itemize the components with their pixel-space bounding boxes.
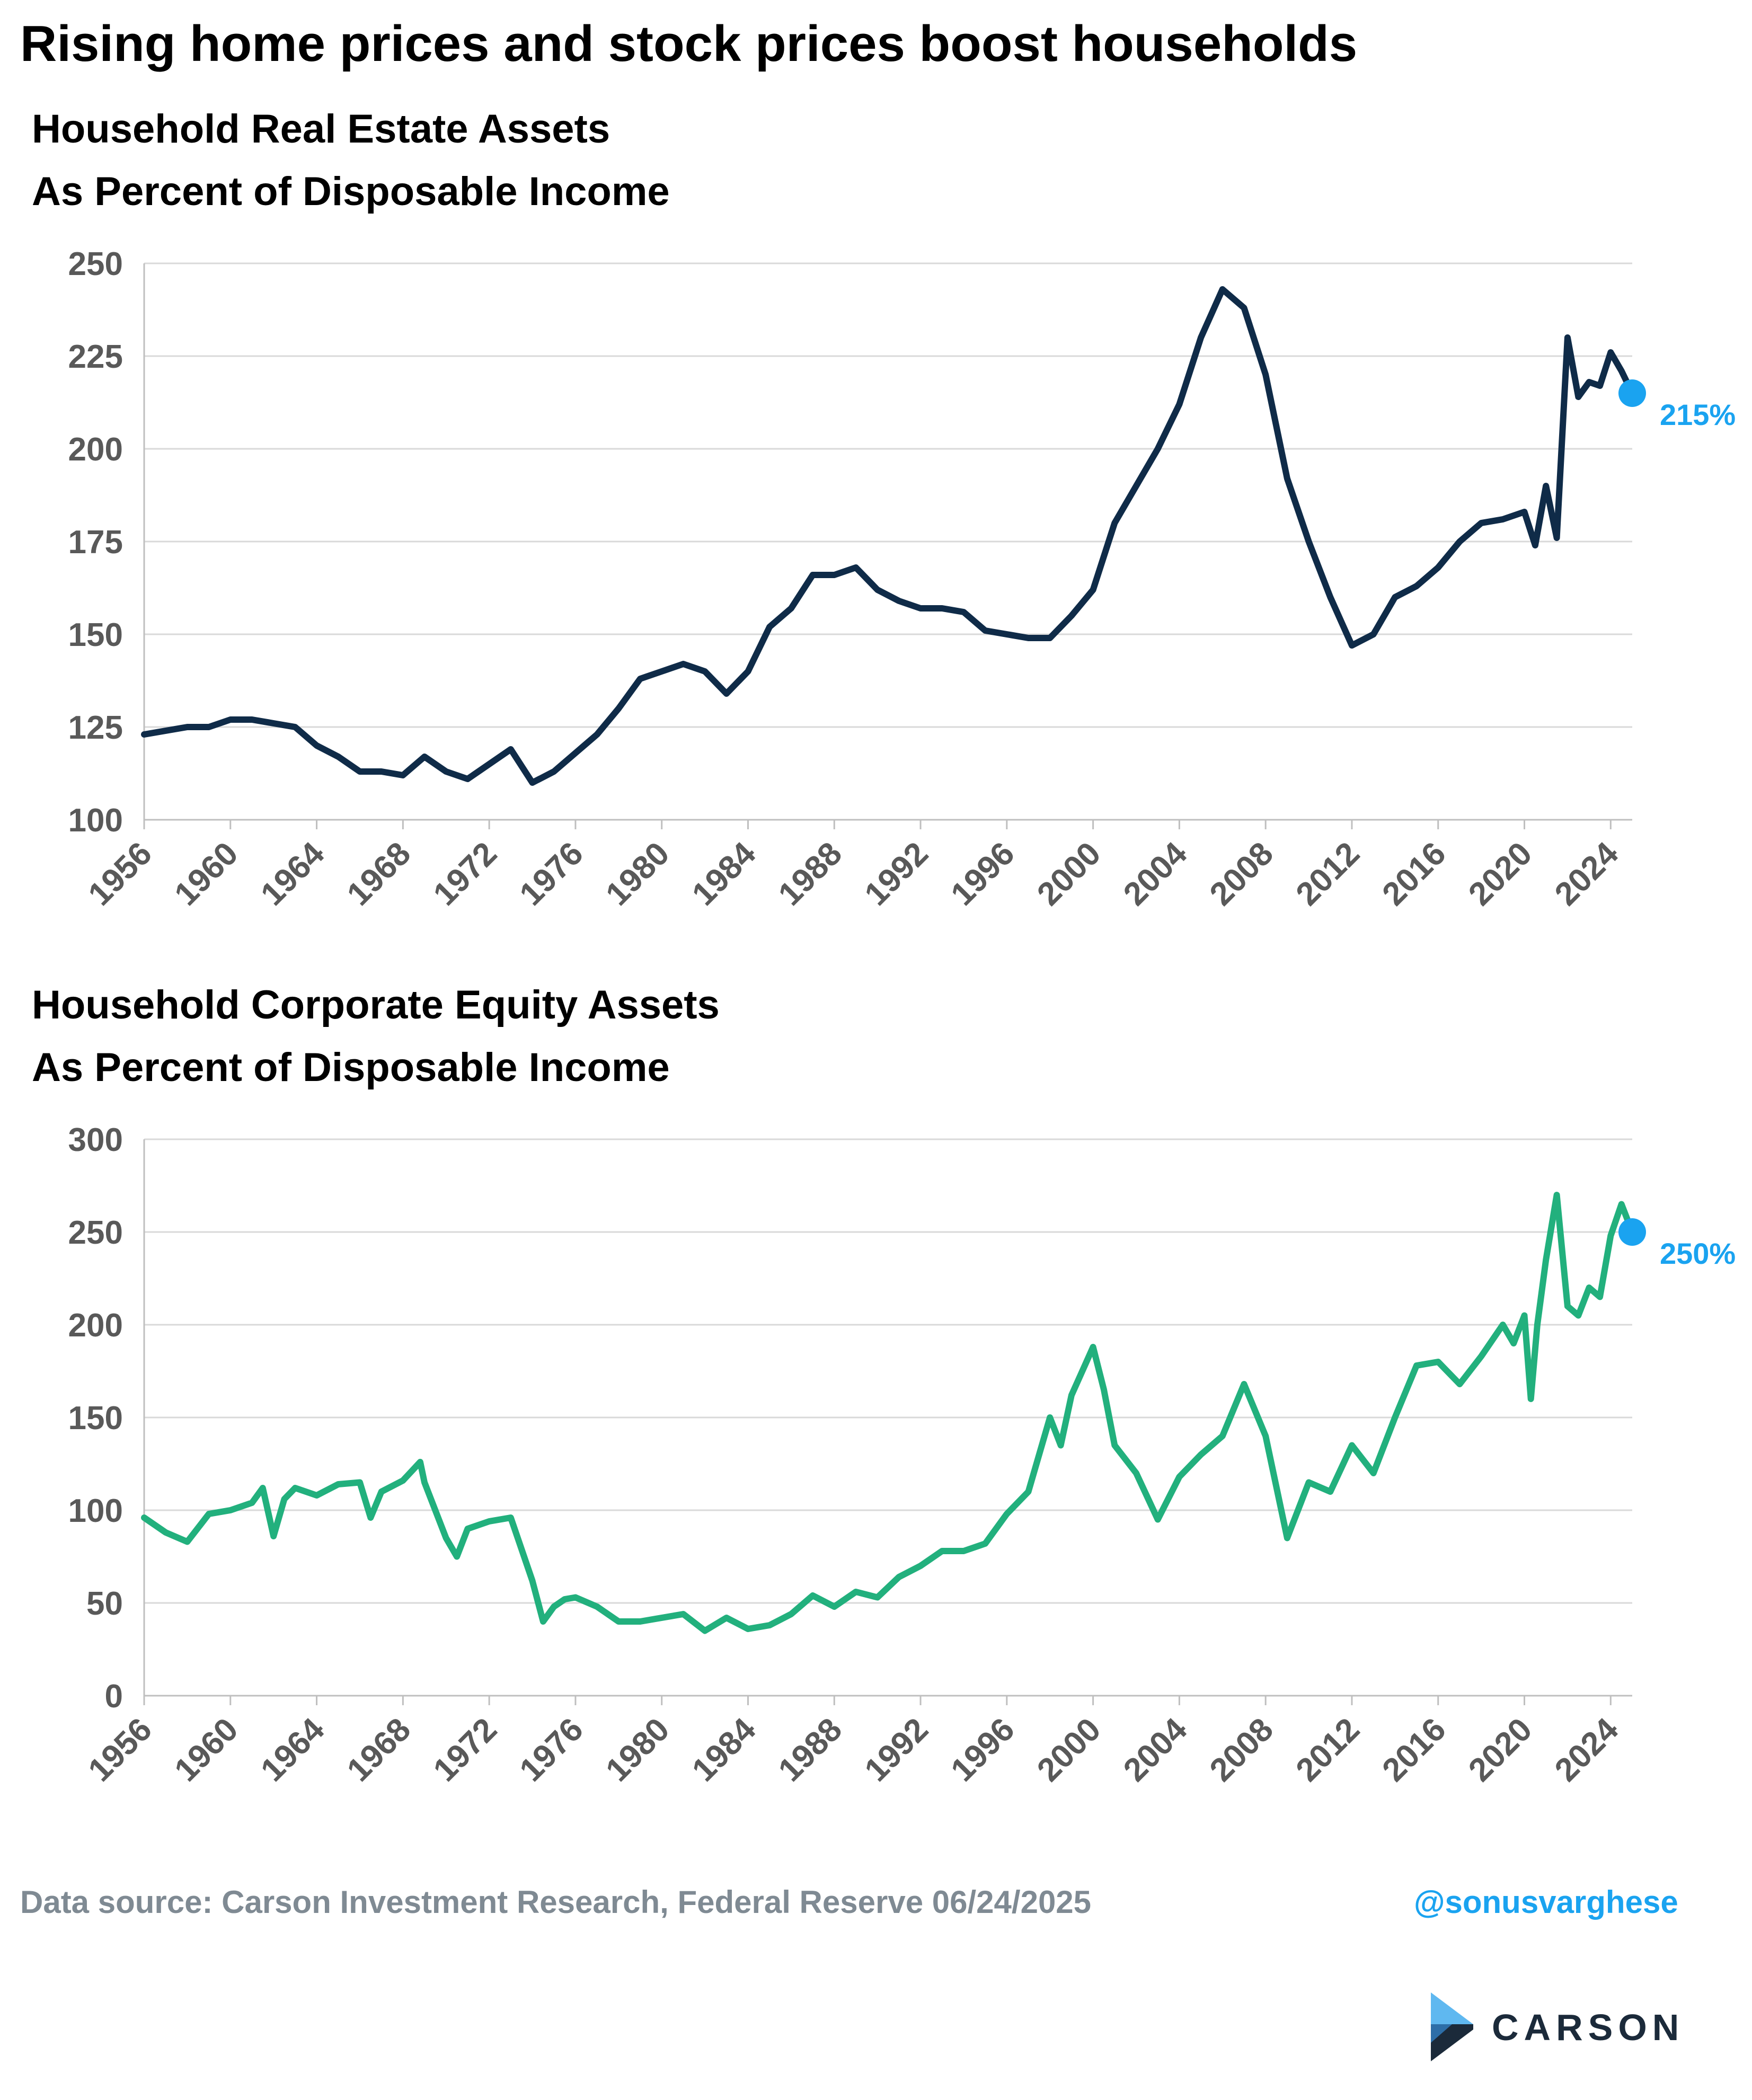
x-tick-label: 1988 <box>772 1711 849 1788</box>
y-tick-label: 150 <box>68 617 123 653</box>
x-tick-label: 2024 <box>1548 1711 1626 1789</box>
end-point-marker <box>1618 1218 1646 1246</box>
x-tick-label: 2004 <box>1117 1711 1194 1789</box>
y-tick-label: 300 <box>68 1122 123 1158</box>
y-tick-label: 250 <box>68 246 123 282</box>
carson-logo-text: CARSON <box>1492 2007 1685 2048</box>
end-value-label: 215% <box>1660 398 1736 431</box>
end-value-label: 250% <box>1660 1237 1736 1270</box>
chart2-title-block: Household Corporate Equity Assets As Per… <box>32 974 720 1099</box>
y-tick-label: 200 <box>68 1307 123 1344</box>
y-tick-label: 250 <box>68 1215 123 1251</box>
x-tick-label: 2016 <box>1375 1711 1453 1788</box>
y-tick-label: 0 <box>105 1678 123 1715</box>
x-tick-label: 1980 <box>599 1711 676 1788</box>
x-tick-label: 1956 <box>82 1711 159 1788</box>
x-tick-label: 1968 <box>340 1711 418 1788</box>
y-tick-label: 175 <box>68 524 123 561</box>
data-source: Data source: Carson Investment Research,… <box>20 1884 1092 1920</box>
chart1-title-block: Household Real Estate Assets As Percent … <box>32 98 670 223</box>
y-tick-label: 50 <box>86 1585 123 1622</box>
page-title: Rising home prices and stock prices boos… <box>20 15 1358 72</box>
chart1-subtitle: As Percent of Disposable Income <box>32 169 670 214</box>
x-tick-label: 1992 <box>858 1711 935 1788</box>
end-point-marker <box>1618 379 1646 407</box>
carson-logo: CARSON <box>1431 1992 1706 2061</box>
x-tick-label: 1972 <box>427 1711 504 1788</box>
series-line <box>141 286 1635 786</box>
x-tick-label: 2000 <box>1030 1711 1108 1788</box>
x-tick-label: 1976 <box>512 1711 590 1788</box>
y-tick-label: 125 <box>68 710 123 746</box>
carson-logo-icon <box>1431 1992 1473 2061</box>
x-tick-label: 1984 <box>685 1711 763 1789</box>
chart2-subtitle: As Percent of Disposable Income <box>32 1045 670 1090</box>
x-tick-label: 2012 <box>1289 1711 1367 1788</box>
chart2-title: Household Corporate Equity Assets <box>32 982 720 1027</box>
x-tick-label: 2008 <box>1203 1711 1280 1788</box>
y-tick-label: 150 <box>68 1400 123 1437</box>
x-tick-label: 2020 <box>1462 1711 1539 1788</box>
twitter-handle-link[interactable]: @sonusvarghese <box>1414 1884 1678 1920</box>
y-tick-label: 100 <box>68 1493 123 1529</box>
x-tick-label: 1964 <box>254 1711 332 1789</box>
series-line <box>141 1192 1635 1634</box>
x-tick-label: 1996 <box>944 1711 1021 1788</box>
y-tick-label: 100 <box>68 802 123 839</box>
y-tick-label: 225 <box>68 339 123 375</box>
x-tick-label: 1960 <box>167 1711 245 1788</box>
chart1-title: Household Real Estate Assets <box>32 107 610 152</box>
y-tick-label: 200 <box>68 431 123 468</box>
